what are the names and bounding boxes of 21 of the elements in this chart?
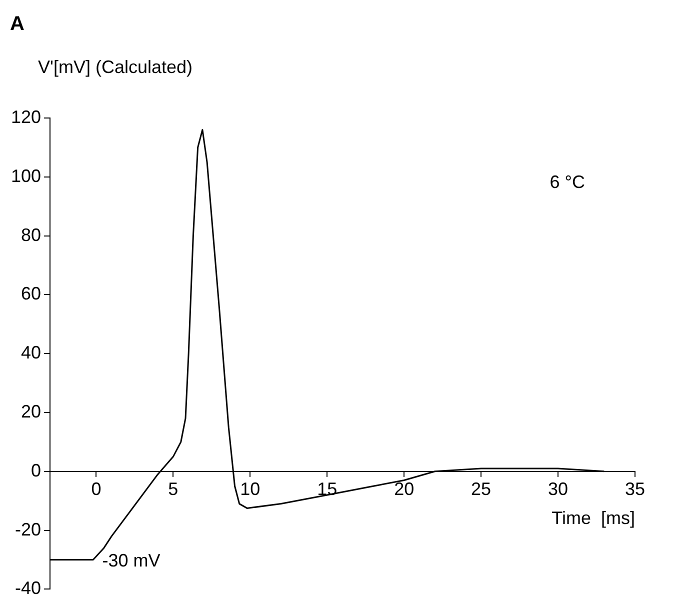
x-tick-label: 5 (168, 479, 178, 500)
y-tick-label: 20 (21, 401, 42, 422)
x-tick-label: 35 (624, 479, 646, 500)
y-tick-label: 80 (21, 224, 42, 245)
y-tick-label: -20 (15, 519, 42, 540)
x-tick-label: 0 (91, 479, 102, 500)
y-tick-label: 0 (31, 460, 42, 480)
x-tick-label: 20 (394, 479, 414, 500)
y-tick-label: 60 (21, 284, 42, 304)
annotation: 6 °C (550, 172, 585, 192)
y-tick-label: -40 (15, 578, 42, 598)
y-tick-label: 100 (10, 166, 42, 186)
annotation: -30 mV (102, 550, 160, 571)
y-tick-label: 120 (10, 106, 42, 127)
chart-title: A (10, 13, 24, 35)
x-tick-label: 30 (548, 479, 568, 500)
y-tick-label: 40 (21, 342, 42, 363)
x-tick-label: 25 (471, 479, 492, 500)
x-axis-title: Time [ms] (552, 508, 635, 528)
x-tick-label: 10 (240, 479, 260, 500)
y-axis-title: V'[mV] (Calculated) (38, 57, 192, 77)
